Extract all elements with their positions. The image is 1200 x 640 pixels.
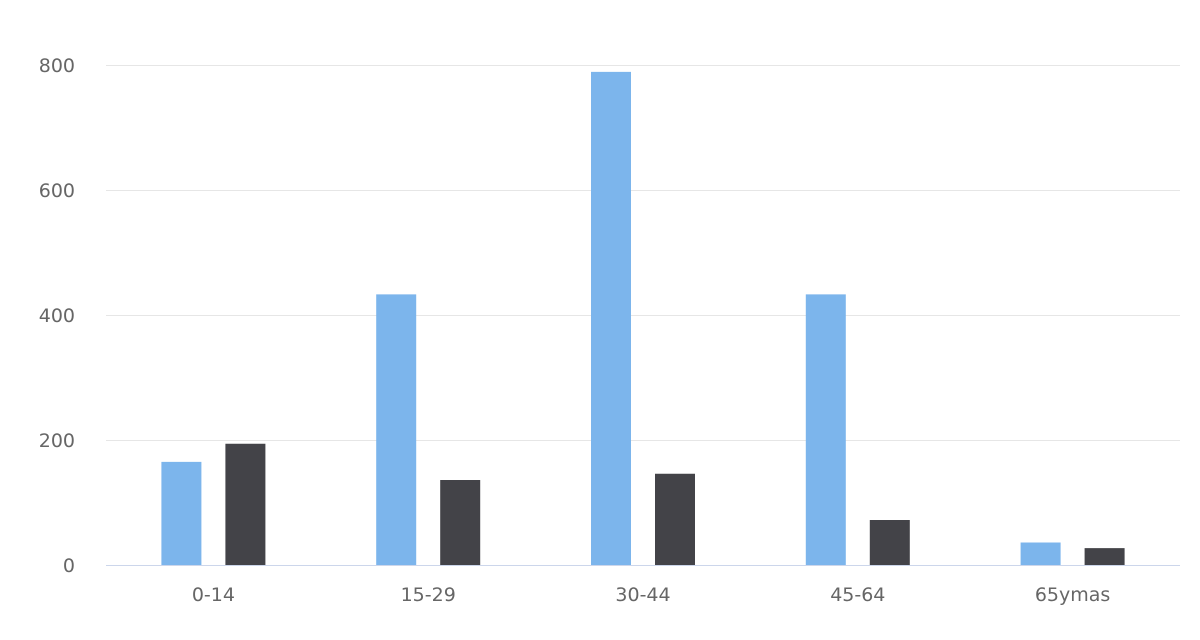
y-tick-label: 400 <box>39 305 75 327</box>
x-tick-label: 15-29 <box>401 584 456 606</box>
y-tick-label: 200 <box>39 430 75 452</box>
bar-series-2-0-14 <box>225 443 266 565</box>
bars <box>161 71 1125 565</box>
bar-series-2-45-64 <box>869 520 910 565</box>
bar-series-1-0-14 <box>161 461 202 565</box>
x-axis: 0-14 15-29 30-44 45-64 65ymas <box>192 584 1111 606</box>
x-tick-label: 30-44 <box>615 584 670 606</box>
gridlines <box>106 65 1180 566</box>
bar-series-1-45-64 <box>805 294 846 565</box>
x-tick-label: 0-14 <box>192 584 235 606</box>
bar-series-1-15-29 <box>376 294 417 565</box>
y-tick-label: 600 <box>39 180 75 202</box>
bar-series-2-65ymas <box>1084 548 1125 565</box>
y-axis: 0 200 400 600 800 <box>39 55 75 577</box>
x-tick-label: 45-64 <box>830 584 885 606</box>
y-tick-label: 800 <box>39 55 75 77</box>
bar-series-1-65ymas <box>1020 542 1061 565</box>
x-tick-label: 65ymas <box>1035 584 1110 606</box>
bar-series-2-15-29 <box>440 480 481 565</box>
bar-series-1-30-44 <box>591 71 631 565</box>
y-tick-label: 0 <box>63 555 75 577</box>
bar-series-2-30-44 <box>655 473 695 565</box>
